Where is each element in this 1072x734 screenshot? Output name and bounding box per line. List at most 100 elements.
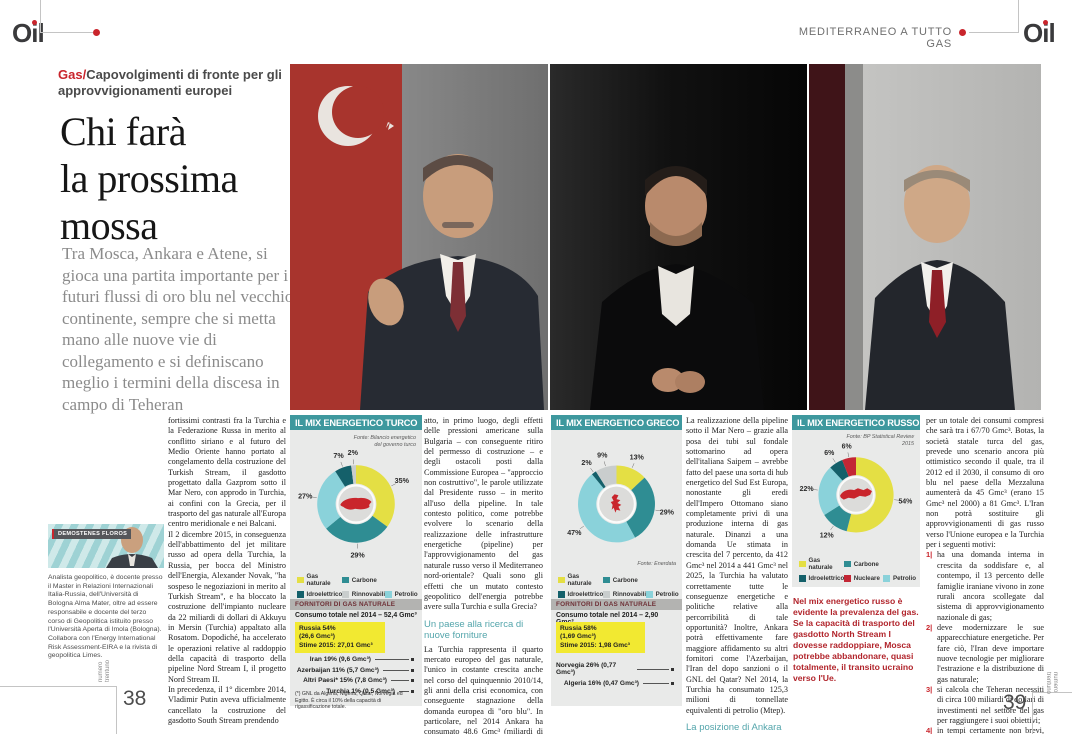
photo-putin — [809, 64, 1041, 410]
top-left-horizontal-rule — [41, 32, 93, 33]
top-left-red-dot — [93, 29, 100, 36]
kicker: Gas/Capovolgimenti di fronte per gli app… — [58, 67, 298, 99]
pie-slice-idroelettrico — [591, 471, 606, 489]
suppliers-header-greco: FORNITORI DI GAS NATURALE — [551, 599, 682, 610]
legend-item-gas-naturale: Gas naturale — [799, 557, 844, 571]
oil-logo: Oil — [12, 18, 45, 48]
chart-title-greco: IL MIX ENERGETICO GRECO — [551, 415, 682, 430]
legend-swatch — [385, 591, 392, 598]
pie-value-label: 54% — [898, 498, 912, 505]
pie-value-label: 29% — [660, 508, 675, 516]
body-column-3: La realizzazione della pipeline sotto il… — [686, 416, 788, 734]
list-item: 3| si calcola che Teheran necessiti di ci… — [926, 684, 1044, 725]
supplier-row: Norvegia 26% (0,77 Gmc³) — [556, 662, 674, 676]
suppliers-consumption-turco: Consumo totale nel 2014 – 52,4 Gmc³ — [295, 612, 417, 619]
list-item: 2| deve modernizzare le sue apparecchiatu… — [926, 622, 1044, 684]
legend-swatch — [558, 591, 565, 598]
legend-swatch — [297, 576, 304, 584]
page-number-right: 39 — [1003, 691, 1027, 714]
legend-item-carbone: Carbone — [844, 557, 883, 571]
chart-box-turco: IL MIX ENERGETICO TURCO Fonte: Bilancio … — [290, 415, 422, 710]
pie-slice-nucleare — [842, 457, 856, 477]
pie-slice-idroelettrico — [830, 459, 849, 481]
bottom-left-vertical-rule — [116, 686, 117, 734]
pie-slice-gas-naturale — [616, 465, 645, 491]
author-bio: Analista geopolitico, è docente presso i… — [48, 574, 163, 660]
legend-item-carbone: Carbone — [603, 573, 646, 587]
legend-swatch — [844, 575, 851, 582]
legend-swatch — [883, 575, 890, 582]
chart-source-turco: Fonte: Bilancio energetico del governo t… — [353, 435, 416, 448]
pie-slice-idroelettrico — [335, 465, 354, 487]
pie-chart-russo: 54% 12% 22% 6% 6% — [794, 431, 918, 555]
legend-swatch — [558, 576, 565, 584]
paragraph: In precedenza, il 1° dicembre 2014, Vlad… — [168, 684, 286, 725]
pie-value-label: 6% — [824, 450, 834, 457]
legend-item-idroelettrico: Idroelettrico — [297, 591, 342, 598]
pie-slice-gas-naturale — [846, 457, 894, 533]
body-column-1: fortissimi contrasti fra la Turchia e la… — [168, 416, 286, 726]
suppliers-main-turco: Russia 54% (26,6 Gmc³) Stime 2015: 27,01… — [295, 622, 385, 654]
pie-slice-gas-naturale — [356, 465, 395, 527]
edge-label-right: numero trentuno — [1045, 671, 1059, 694]
pie-slice-rinnovabili — [595, 465, 617, 487]
pie-value-label: 35% — [395, 477, 410, 485]
standfirst: Tra Mosca, Ankara e Atene, si gioca una … — [62, 244, 294, 414]
legend-item-rinnovabili: Rinnovabili — [603, 591, 646, 598]
pie-chart-turco: 35% 29% 27% 7% 2% — [292, 433, 420, 571]
chart-title-turco: IL MIX ENERGETICO TURCO — [290, 415, 422, 430]
body-column-2: atto, in primo luogo, degli effetti dell… — [424, 416, 543, 734]
bottom-right-vertical-rule — [1032, 692, 1033, 734]
legend-greco: Gas naturale Carbone Idroelettrico Rinnovab… — [558, 573, 679, 598]
legend-swatch — [297, 591, 304, 598]
chart-title-russo: IL MIX ENERGETICO RUSSO — [792, 415, 920, 430]
legend-item-idroelettrico: Idroelettrico — [558, 591, 603, 598]
top-right-vertical-rule — [1018, 0, 1019, 33]
suppliers-rows-greco: Norvegia 26% (0,77 Gmc³) Algeria 16% (0,4… — [556, 659, 674, 687]
paragraph: per un totale dei consumi compresi che s… — [926, 416, 1044, 550]
pie-slice-carbone — [326, 515, 388, 543]
subhead-nuove-forniture: Un paese alla ricerca di nuove forniture — [424, 618, 524, 641]
chart-box-greco: IL MIX ENERGETICO GRECO Fonte: Enerdata … — [551, 415, 682, 706]
pull-quote: Nel mix energetico russo è evidente la p… — [793, 596, 919, 683]
suppliers-header-turco: FORNITORI DI GAS NATURALE — [290, 599, 422, 610]
legend-item-petrolio: Petrolio — [883, 575, 916, 582]
pie-value-label: 2% — [581, 459, 592, 467]
top-left-vertical-rule — [40, 0, 41, 33]
kicker-text: Capovolgimenti di fronte per gli approvv… — [58, 67, 282, 98]
page-number-left: 38 — [123, 687, 147, 710]
bottom-right-horizontal-rule — [1032, 692, 1072, 693]
legend-swatch — [799, 575, 806, 582]
oil-logo-dot — [32, 20, 37, 25]
top-right-horizontal-rule — [969, 32, 1018, 33]
legend-item-idroelettrico: Idroelettrico — [799, 575, 844, 582]
page-title: Chi farà la prossima mossa — [60, 109, 238, 248]
paragraph: fortissimi contrasti fra la Turchia e la… — [168, 416, 286, 529]
top-right-red-dot — [959, 29, 966, 36]
photo-tsipras — [550, 64, 807, 410]
pie-value-label: 7% — [333, 452, 344, 460]
pie-value-label: 6% — [842, 443, 852, 450]
supplier-row: Altri Paesi* 15% (7,8 Gmc³) — [295, 677, 414, 684]
country-map-turco — [340, 497, 372, 510]
bottom-left-horizontal-rule — [0, 686, 116, 687]
country-map-russo — [840, 488, 872, 500]
list-item: 1| ha una domanda interna in crescita da … — [926, 550, 1044, 622]
paragraph: La Turchia rappresenta il quarto mercato… — [424, 644, 543, 734]
edge-label-left: numero trentuno — [98, 659, 111, 682]
suppliers-main-greco: Russia 58% (1,69 Gmc³) Stime 2015: 1,98 … — [556, 622, 646, 654]
chart-source-russo: Fonte: BP Statistical Review 2015 — [846, 434, 914, 447]
legend-item-gas-naturale: Gas naturale — [558, 573, 603, 587]
pie-value-label: 9% — [597, 451, 608, 459]
legend-swatch — [844, 560, 851, 568]
paragraph: atto, in primo luogo, degli effetti dell… — [424, 416, 543, 612]
pie-value-label: 22% — [800, 486, 814, 493]
pie-slice-carbone — [824, 505, 852, 532]
legend-item-gas-naturale: Gas naturale — [297, 573, 342, 587]
legend-swatch — [342, 591, 349, 598]
legend-swatch — [603, 576, 610, 584]
supplier-row: Algeria 16% (0,47 Gmc³) — [556, 680, 674, 687]
paragraph: La realizzazione della pipeline sotto il… — [686, 416, 788, 715]
photo-erdogan — [290, 64, 548, 410]
